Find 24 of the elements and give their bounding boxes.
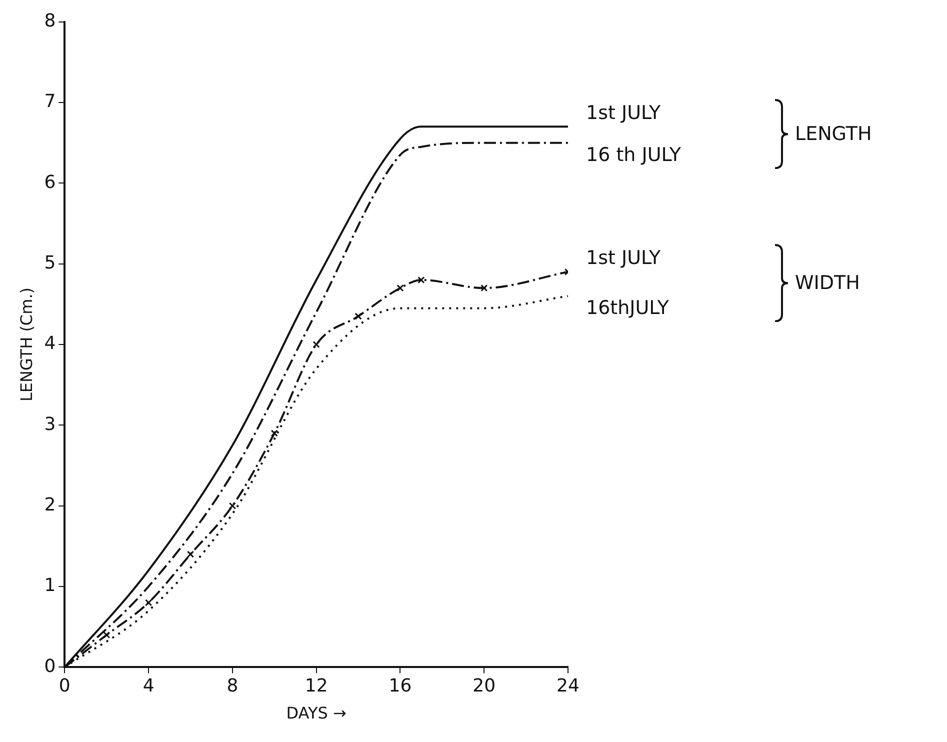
y-axis-title: LENGTH (Cm.) bbox=[16, 287, 36, 402]
x-tick-label: 4 bbox=[142, 676, 154, 697]
x-tick-label: 20 bbox=[472, 676, 496, 697]
x-tick-label: 0 bbox=[58, 676, 70, 697]
series-label: 16thJULY bbox=[586, 297, 669, 320]
x-tick-label: 8 bbox=[226, 676, 238, 697]
y-tick-label: 0 bbox=[44, 656, 56, 677]
series-label: 1st JULY bbox=[586, 102, 661, 124]
series-label: 16 th JULY bbox=[586, 144, 681, 166]
y-tick-label: 7 bbox=[44, 91, 56, 112]
y-tick-label: 2 bbox=[44, 494, 56, 516]
x-tick-label: 24 bbox=[556, 676, 580, 697]
series-label: 1st JULY bbox=[586, 246, 661, 269]
x-tick-label: 16 bbox=[388, 676, 412, 697]
x-tick-label: 12 bbox=[304, 676, 328, 697]
y-tick-label: 5 bbox=[44, 252, 56, 274]
y-tick-label: 6 bbox=[44, 172, 56, 193]
y-tick-label: 4 bbox=[44, 333, 56, 354]
text: LENGTH bbox=[795, 122, 872, 145]
y-tick-label: 1 bbox=[44, 575, 56, 596]
y-tick-label: 3 bbox=[44, 414, 56, 435]
x-axis-title: DAYS → bbox=[286, 704, 346, 723]
text: WIDTH bbox=[795, 272, 860, 294]
y-tick-label: 8 bbox=[44, 10, 56, 32]
